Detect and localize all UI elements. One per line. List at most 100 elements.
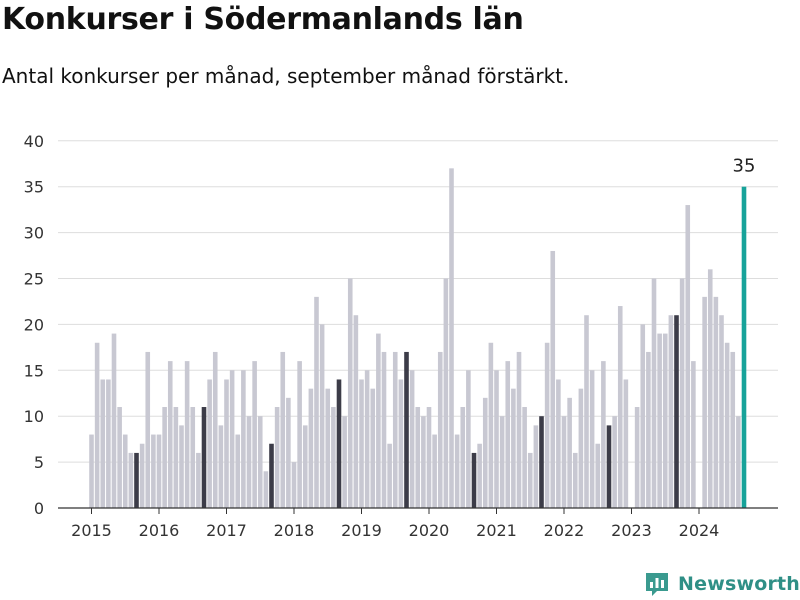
y-tick-label: 30 [24,224,44,243]
bar [319,324,325,508]
bar [212,351,218,508]
bar [263,471,269,508]
bar [691,361,696,508]
bar [421,416,426,508]
chart-subtitle: Antal konkurser per månad, september mån… [2,64,570,88]
bar [252,361,257,508]
bar [218,425,224,508]
y-tick-label: 5 [34,453,44,472]
bar [359,379,364,508]
bar [201,407,207,508]
x-tick-label: 2023 [611,521,652,540]
bar [437,351,443,508]
bar [511,388,516,508]
x-tick-label: 2024 [679,521,720,540]
bar [719,315,724,508]
bar [314,296,319,508]
bar [499,416,505,508]
bar [387,443,392,508]
bar [488,342,494,508]
bar [432,434,437,508]
y-tick-label: 25 [24,270,44,289]
y-tick-label: 0 [34,499,44,518]
x-tick-label: 2015 [71,521,112,540]
bar [156,434,162,508]
bar [567,397,572,508]
bar [392,351,398,508]
brand-name: Newsworthy [678,573,800,595]
bar [601,361,606,508]
bar [606,425,612,508]
bar [741,186,747,508]
bar [404,351,409,508]
bar [190,407,196,508]
bar [646,351,651,508]
bar [179,425,184,508]
bar [702,296,707,508]
bar [589,370,595,508]
bar [454,434,460,508]
latest-value-label: 35 [733,156,756,177]
bar [162,407,167,508]
bar [533,425,539,508]
bar [612,416,617,508]
y-tick-label: 20 [24,315,44,334]
bar [331,407,336,508]
x-tick-label: 2021 [476,521,517,540]
bar [623,379,629,508]
bar [376,333,381,508]
bar [426,407,432,508]
bar [274,407,280,508]
bar [679,278,685,508]
bar [347,278,353,508]
bar [302,425,308,508]
bar [269,443,274,508]
bar [128,452,134,508]
bar [381,351,387,508]
bar [730,351,736,508]
bar [657,333,662,508]
bar [409,370,415,508]
bar [100,379,106,508]
x-tick-label: 2016 [139,521,180,540]
y-tick-label: 15 [24,361,44,380]
bar [336,379,342,508]
bar [561,416,567,508]
bar [539,416,544,508]
bar [134,452,139,508]
bar [353,315,359,508]
bar [572,452,578,508]
bar [415,407,421,508]
bar [466,370,471,508]
x-tick-label: 2022 [544,521,585,540]
bar [286,397,291,508]
chart-title: Konkurser i Södermanlands län [2,2,524,37]
bar [291,462,297,508]
x-tick-label: 2020 [409,521,450,540]
bar [370,388,376,508]
y-tick-label: 35 [24,178,44,197]
bar [713,296,719,508]
bar [443,278,449,508]
bar [522,407,527,508]
bar [151,434,156,508]
bar [460,407,466,508]
x-tick-label: 2018 [274,521,315,540]
bar [257,416,263,508]
bar [89,434,94,508]
x-tick-label: 2017 [206,521,247,540]
bar [325,388,331,508]
bar [241,370,246,508]
bar [224,379,229,508]
bar [505,361,511,508]
bar [651,278,657,508]
bar [117,407,122,508]
bar [398,379,404,508]
bar [584,315,589,508]
bar [235,434,241,508]
bar [308,388,314,508]
bar [246,416,252,508]
bar [449,168,454,508]
bar [724,342,730,508]
bar [595,443,601,508]
